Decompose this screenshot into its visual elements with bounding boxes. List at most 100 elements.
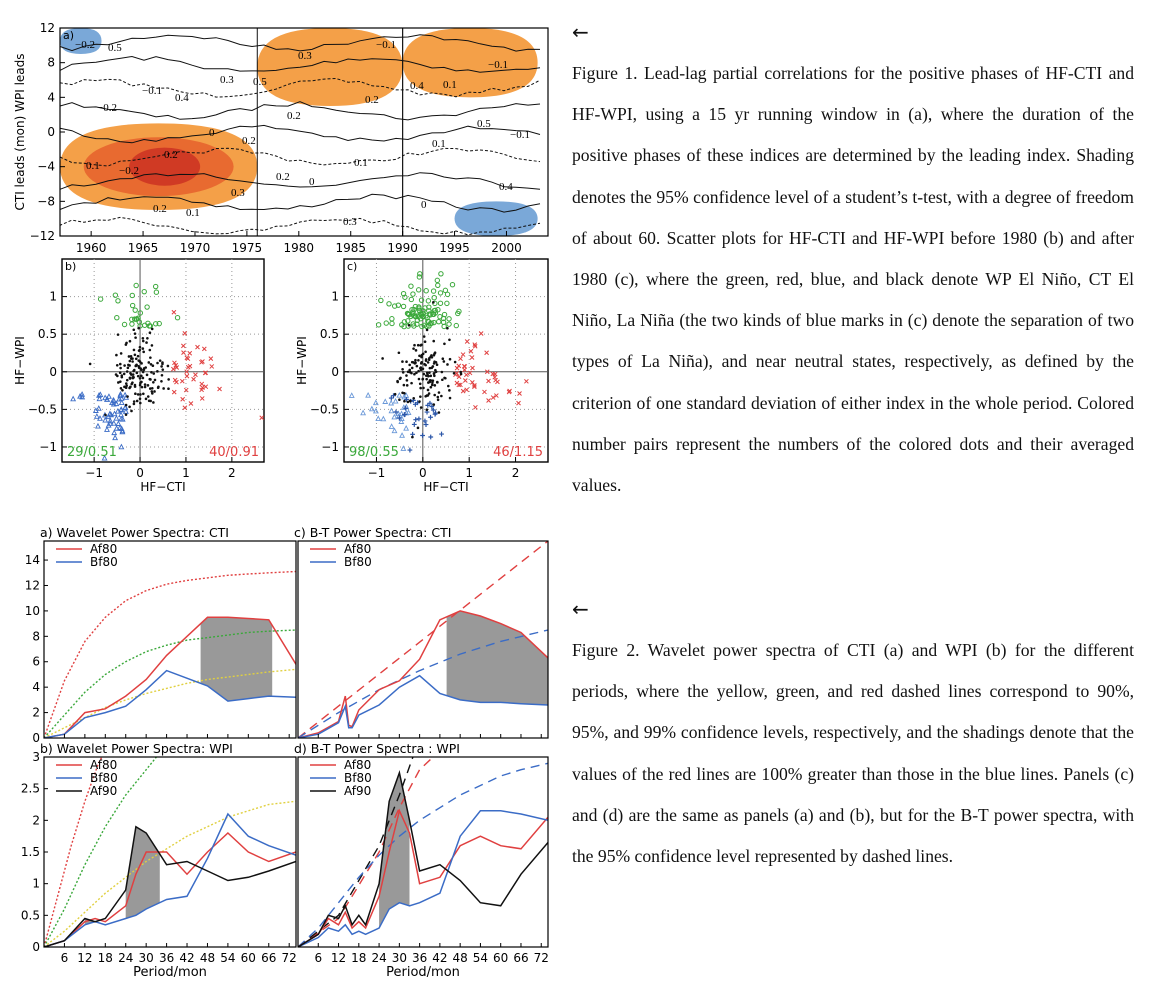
contour-label: −0.1 xyxy=(376,39,396,51)
scatter-point xyxy=(114,314,120,321)
scatter-point xyxy=(413,372,416,376)
scatter-point xyxy=(430,366,434,370)
y-tick-label: 1.5 xyxy=(21,845,40,859)
scatter-point xyxy=(410,309,416,315)
scatter-point xyxy=(396,415,402,421)
scatter-point xyxy=(425,328,429,332)
scatter-point xyxy=(494,393,499,398)
scatter-point xyxy=(378,297,384,304)
contour-label: 0.1 xyxy=(86,160,100,172)
contour-label: 0 xyxy=(421,199,427,211)
scatter-point xyxy=(437,391,441,394)
scatter-point xyxy=(118,371,122,374)
contour-line xyxy=(59,55,541,73)
fig1b-scatter: b) −1 0 1 2 1 0.5 0 −0.5 −1 HF−CTI HF−WPI 29/0.51 40/… xyxy=(13,258,265,494)
scatter-point xyxy=(405,318,411,324)
scatter-point xyxy=(381,357,384,360)
scatter-point xyxy=(142,350,145,354)
scatter-point xyxy=(462,367,467,373)
x-tick-label: 1980 xyxy=(284,241,315,255)
scatter-point xyxy=(444,376,447,380)
scatter-point xyxy=(429,404,435,409)
scatter-point xyxy=(452,371,456,375)
scatter-point xyxy=(199,381,205,387)
scatter-point xyxy=(459,370,463,374)
scatter-point xyxy=(388,407,395,414)
scatter-point xyxy=(106,393,112,399)
contour-label: 0.5 xyxy=(477,118,491,130)
scatter-point xyxy=(150,390,154,393)
scatter-point xyxy=(124,343,128,346)
scatter-point xyxy=(468,348,474,354)
scatter-point xyxy=(401,367,404,371)
scatter-point xyxy=(456,382,462,388)
y-tick-label: −8 xyxy=(37,194,55,208)
legend-label: Bf80 xyxy=(344,555,372,569)
scatter-point xyxy=(128,405,131,409)
scatter-point xyxy=(167,387,170,391)
scatter-point xyxy=(117,391,124,397)
scatter-point xyxy=(411,306,417,313)
scatter-point xyxy=(398,398,401,401)
scatter-point xyxy=(432,371,436,375)
scatter-point xyxy=(388,423,395,429)
scatter-point xyxy=(132,316,138,322)
scatter-point xyxy=(172,377,178,383)
scatter-point xyxy=(431,319,437,326)
scatter-point xyxy=(88,362,92,366)
y-axis-label: HF−WPI xyxy=(295,336,309,385)
scatter-point xyxy=(478,331,484,336)
scatter-point xyxy=(425,377,428,381)
scatter-point xyxy=(469,380,475,385)
scatter-point xyxy=(142,367,146,370)
scatter-point xyxy=(410,291,416,297)
x-tick-label: 1990 xyxy=(387,241,418,255)
scatter-point xyxy=(484,350,489,356)
x-tick-label: 66 xyxy=(513,951,528,965)
scatter-point xyxy=(484,369,490,375)
contour-label: 0.5 xyxy=(108,42,122,54)
x-tick-label: 36 xyxy=(159,951,174,965)
scatter-point xyxy=(158,359,162,362)
scatter-point xyxy=(119,428,126,435)
y-tick-label: 1 xyxy=(32,877,40,891)
y-tick-label: 4 xyxy=(32,680,40,694)
scatter-point xyxy=(456,308,462,315)
scatter-point xyxy=(426,394,430,397)
scatter-point xyxy=(400,303,407,310)
scatter-point xyxy=(161,361,164,364)
series-line xyxy=(298,770,548,947)
scatter-point xyxy=(401,371,405,374)
y-tick-label: −0.5 xyxy=(310,402,339,416)
x-axis-label: HF−CTI xyxy=(140,480,185,494)
scatter-point xyxy=(144,304,150,310)
scatter-point xyxy=(149,399,152,403)
scatter-point xyxy=(148,377,152,381)
scatter-point xyxy=(116,333,120,336)
scatter-point xyxy=(122,372,126,376)
scatter-point xyxy=(420,343,423,347)
shaded-difference xyxy=(379,772,410,928)
y-axis-label: HF−WPI xyxy=(13,336,27,385)
scatter-point xyxy=(428,414,433,420)
scatter-point xyxy=(432,301,435,304)
x-tick-label: 1960 xyxy=(76,241,107,255)
scatter-point xyxy=(111,429,118,436)
scatter-point xyxy=(132,368,136,372)
legend-label: Af80 xyxy=(344,758,371,772)
scatter-point xyxy=(141,376,145,380)
series-line xyxy=(44,616,296,738)
scatter-point xyxy=(431,381,434,385)
scatter-point xyxy=(418,400,421,403)
x-tick-label: 1 xyxy=(182,466,190,480)
scatter-point xyxy=(70,395,77,402)
scatter-point xyxy=(136,374,140,378)
scatter-point xyxy=(399,376,402,380)
scatter-point xyxy=(408,296,415,303)
confidence-line xyxy=(44,629,296,738)
scatter-point xyxy=(160,365,163,368)
shaded-peak xyxy=(129,147,201,186)
panel-label: c) xyxy=(347,260,357,273)
scatter-point xyxy=(399,322,405,328)
x-tick-label: 2 xyxy=(228,466,236,480)
